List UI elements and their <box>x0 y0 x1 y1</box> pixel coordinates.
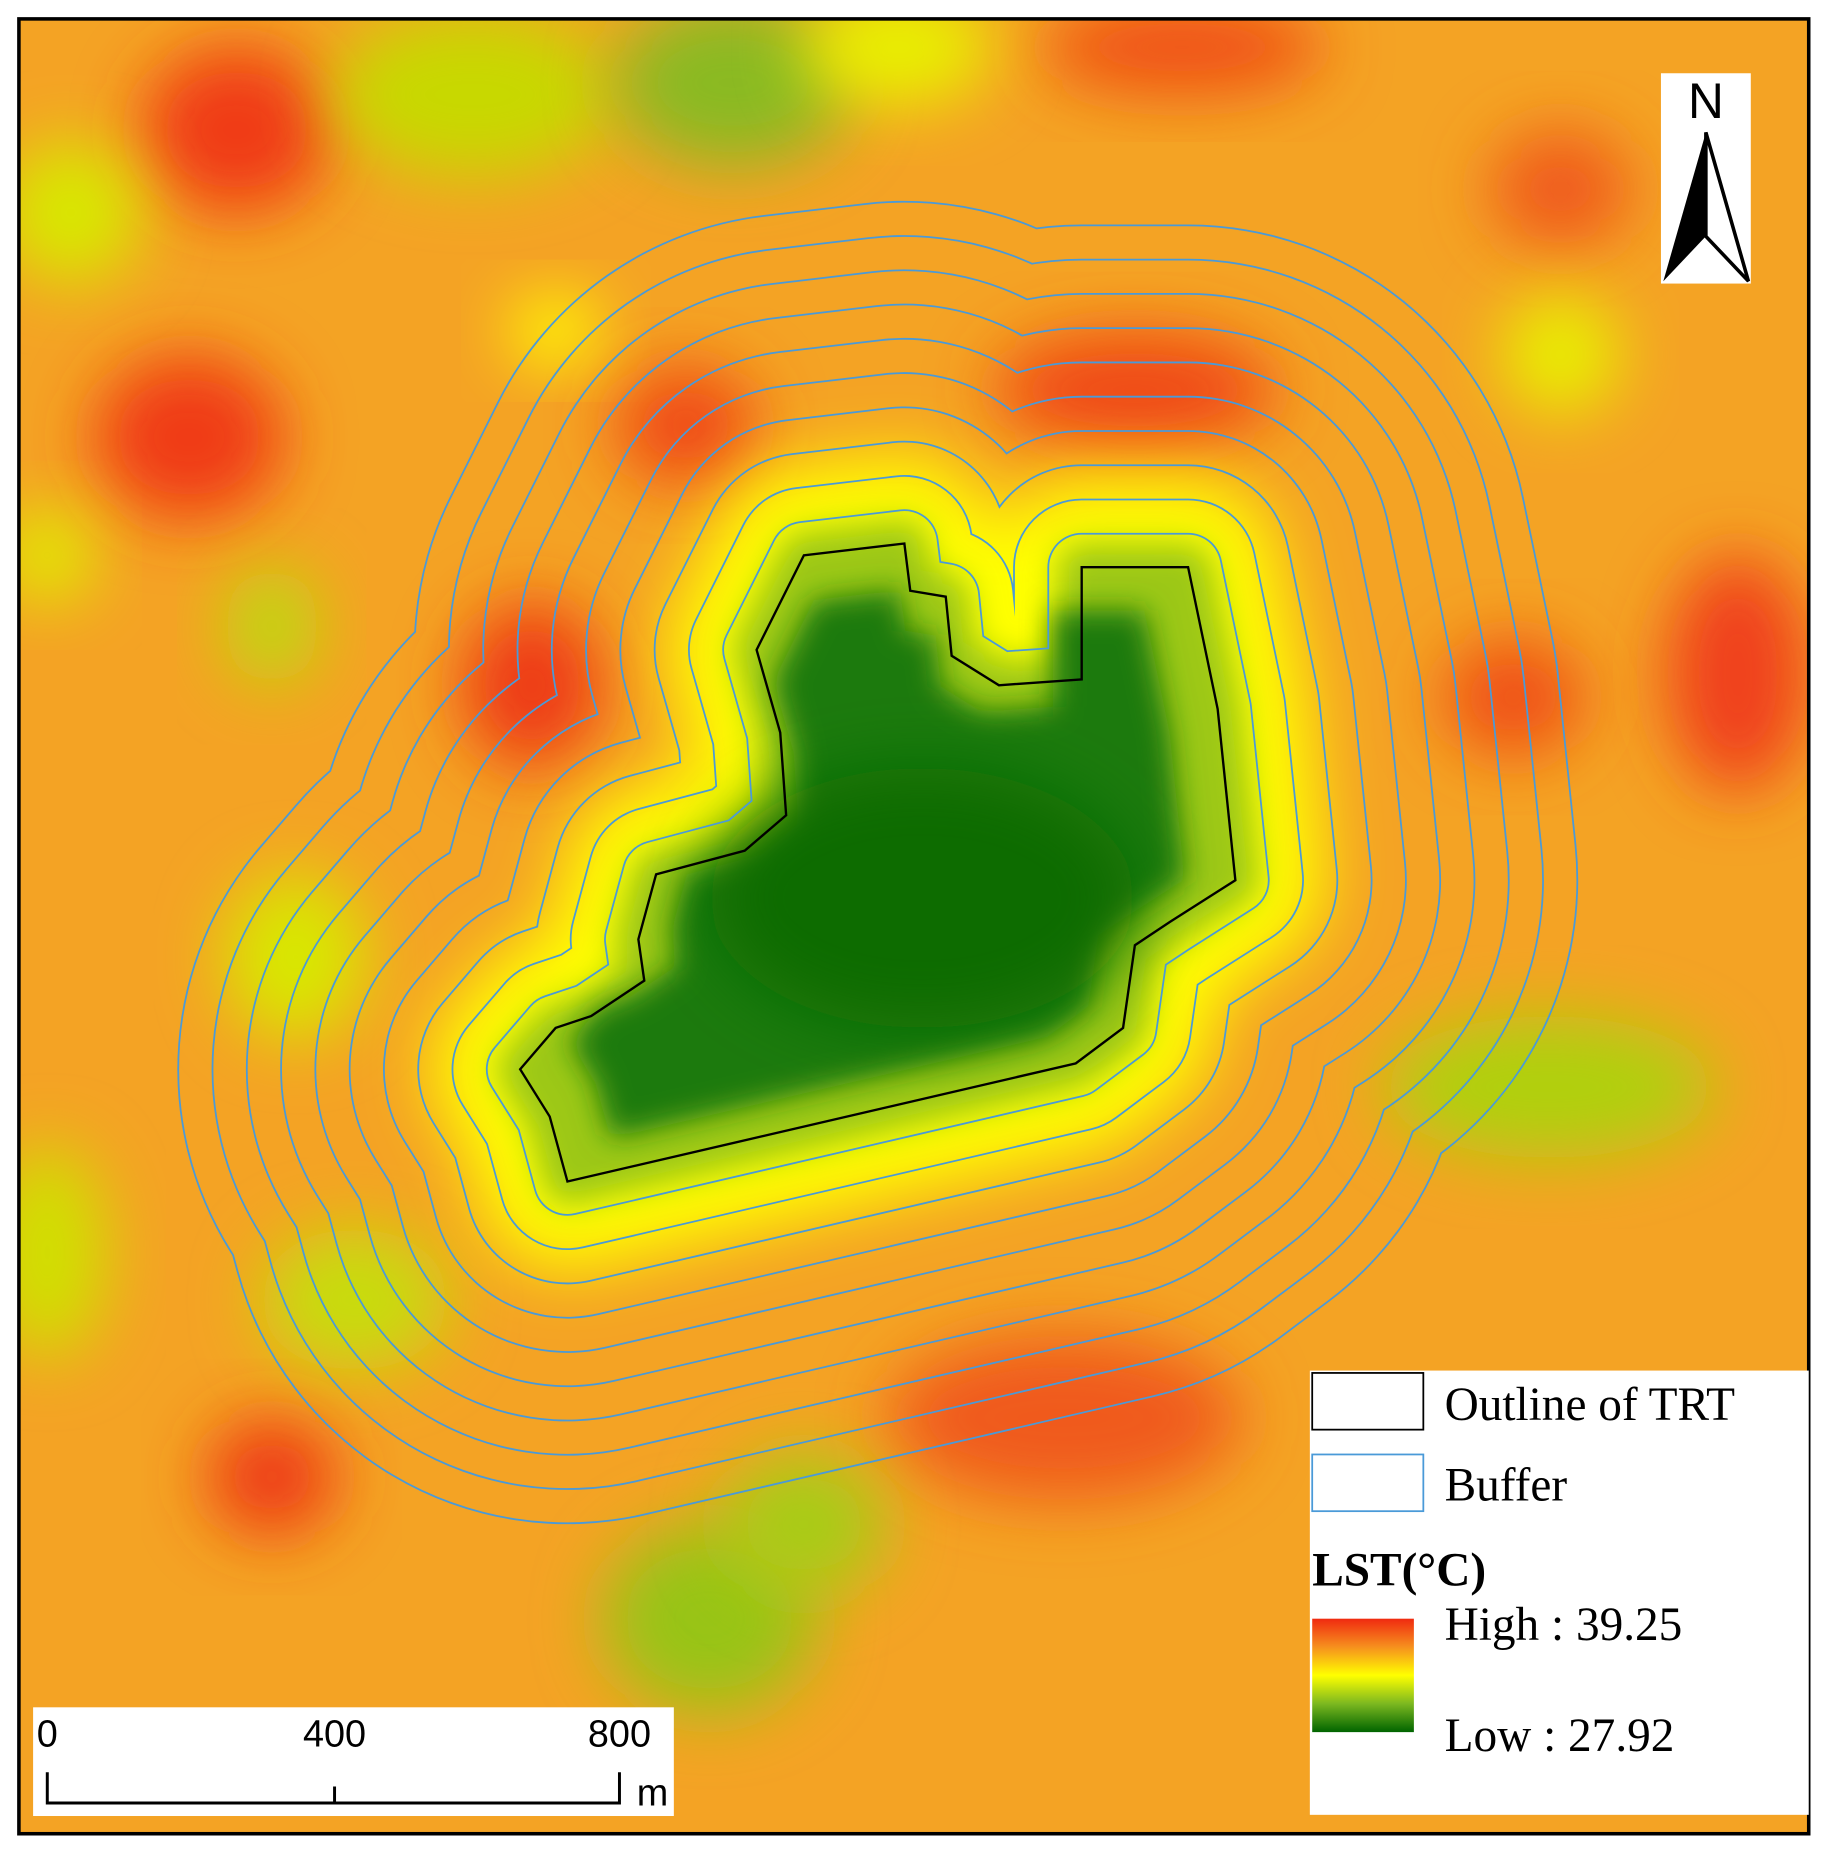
buffer-ring <box>177 200 1579 1525</box>
legend-colorbar <box>1312 1618 1414 1733</box>
raster-patch <box>614 18 852 166</box>
north-arrow-left <box>1663 132 1706 282</box>
buffer-rings <box>177 200 1579 1525</box>
scale-box <box>33 1707 674 1817</box>
legend-outline-swatch <box>1311 1372 1425 1431</box>
legend-box <box>1309 1370 1809 1815</box>
scale-bar: 0 400 800 m <box>33 1707 674 1817</box>
legend: Outline of TRT Buffer LST(°C) High : 39.… <box>1309 1370 1809 1815</box>
raster-patch <box>721 1453 887 1596</box>
scale-tick-label: 800 <box>588 1713 651 1755</box>
legend-high: High : 39.25 <box>1445 1599 1683 1651</box>
raster-patch <box>18 508 95 603</box>
north-label: N <box>1688 73 1724 129</box>
raster-patch <box>1666 555 1809 792</box>
raster-patch <box>331 18 615 178</box>
raster-patch <box>1501 295 1620 414</box>
legend-buffer-swatch <box>1311 1453 1425 1513</box>
raster-patch <box>1040 18 1324 95</box>
raster-patch <box>18 1146 107 1359</box>
legend-title: LST(°C) <box>1312 1545 1486 1597</box>
trt-outline <box>518 542 1237 1183</box>
scale-line <box>45 1772 621 1805</box>
raster-patch <box>803 18 993 107</box>
raster-patch <box>94 354 284 520</box>
raster-patch <box>206 1417 337 1536</box>
raster-patch <box>1489 129 1632 249</box>
north-arrow: N <box>1660 73 1751 284</box>
scale-tick-label: 400 <box>303 1713 366 1755</box>
scale-tick-label: 0 <box>37 1713 58 1755</box>
legend-low: Low : 27.92 <box>1445 1710 1675 1762</box>
legend-item: Outline of TRT <box>1445 1379 1736 1431</box>
scale-unit: m <box>637 1772 669 1814</box>
raster-patch <box>18 141 142 284</box>
raster-patch <box>141 47 332 213</box>
north-arrow-right <box>1704 131 1751 283</box>
raster-patch <box>224 567 320 686</box>
legend-item: Buffer <box>1445 1460 1568 1512</box>
map-frame <box>17 17 1811 1836</box>
